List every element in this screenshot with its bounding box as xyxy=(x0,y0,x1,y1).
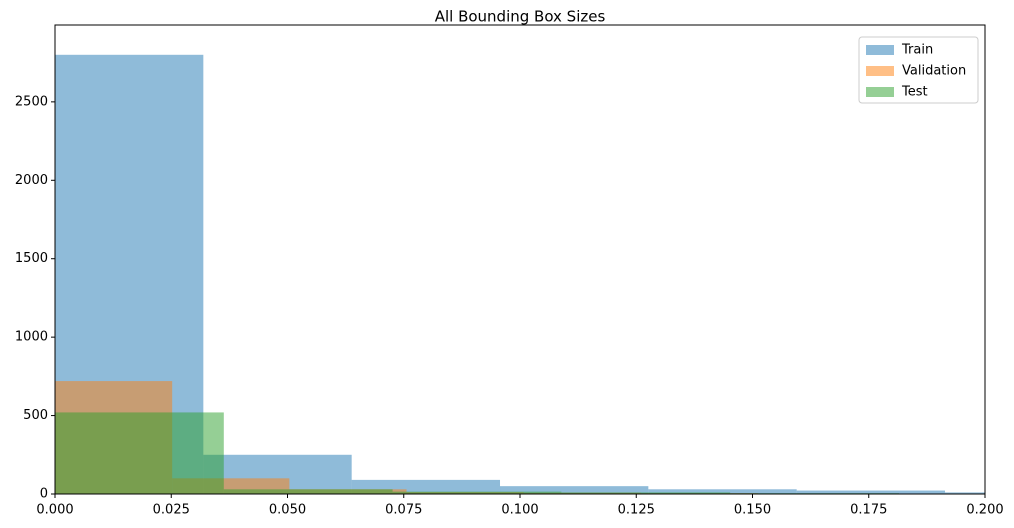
y-tick-label: 1000 xyxy=(15,330,48,345)
x-tick-label: 0.100 xyxy=(501,503,538,518)
x-tick-label: 0.025 xyxy=(153,503,190,518)
legend-label: Train xyxy=(901,43,933,58)
legend-swatch xyxy=(866,87,894,97)
histogram-bar xyxy=(796,490,946,494)
x-tick-label: 0.200 xyxy=(966,503,1003,518)
legend-swatch xyxy=(866,45,894,55)
axes-frame xyxy=(54,24,986,495)
legend-swatch xyxy=(866,66,894,76)
histogram-bar xyxy=(945,492,985,494)
y-tick-label: 2000 xyxy=(15,173,48,188)
x-tick-label: 0.125 xyxy=(618,503,655,518)
plot-area xyxy=(55,54,985,494)
y-tick-label: 2500 xyxy=(15,94,48,109)
histogram-bar xyxy=(223,489,393,494)
x-tick-label: 0.150 xyxy=(734,503,771,518)
y-tick-label: 1500 xyxy=(15,251,48,266)
x-tick-label: 0.175 xyxy=(850,503,887,518)
histogram-bar xyxy=(55,412,224,494)
x-tick-label: 0.050 xyxy=(269,503,306,518)
histogram-bar xyxy=(561,492,731,494)
histogram-bar xyxy=(392,491,562,494)
legend-label: Validation xyxy=(902,64,966,79)
x-tick-label: 0.000 xyxy=(36,503,73,518)
y-tick-label: 0 xyxy=(40,487,48,502)
histogram-bar xyxy=(648,489,797,494)
histogram-bar xyxy=(500,486,649,494)
chart-title: All Bounding Box Sizes xyxy=(435,8,606,26)
x-tick-label: 0.075 xyxy=(385,503,422,518)
legend-label: Test xyxy=(901,85,928,100)
y-tick-label: 500 xyxy=(23,408,48,423)
